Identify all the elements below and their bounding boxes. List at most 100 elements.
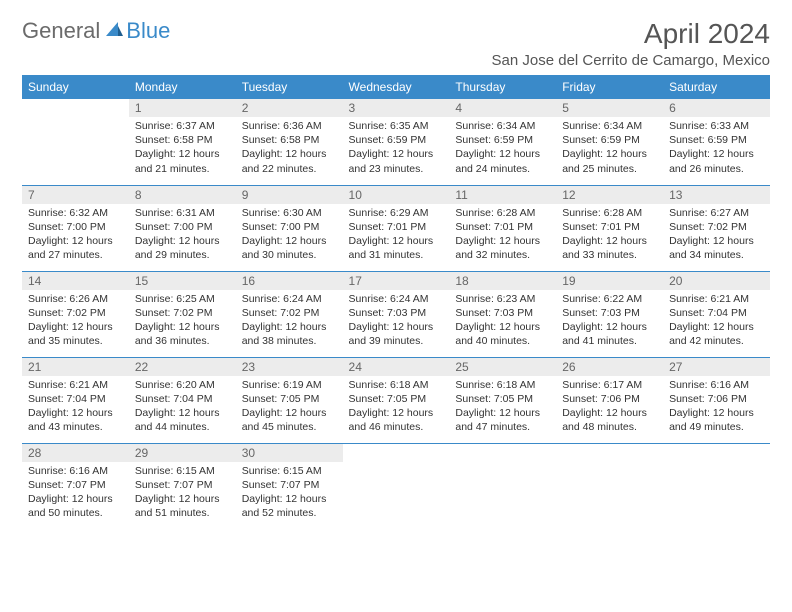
day-number: 17 [343, 272, 450, 290]
day-number: 18 [449, 272, 556, 290]
day-body: Sunrise: 6:25 AMSunset: 7:02 PMDaylight:… [129, 290, 236, 353]
calendar-cell: 12Sunrise: 6:28 AMSunset: 7:01 PMDayligh… [556, 185, 663, 271]
calendar-cell: 8Sunrise: 6:31 AMSunset: 7:00 PMDaylight… [129, 185, 236, 271]
day-body: Sunrise: 6:16 AMSunset: 7:07 PMDaylight:… [22, 462, 129, 525]
calendar-cell: 19Sunrise: 6:22 AMSunset: 7:03 PMDayligh… [556, 271, 663, 357]
day-number: 21 [22, 358, 129, 376]
title-block: April 2024 San Jose del Cerrito de Camar… [492, 18, 770, 69]
day-body: Sunrise: 6:18 AMSunset: 7:05 PMDaylight:… [343, 376, 450, 439]
calendar-cell: 29Sunrise: 6:15 AMSunset: 7:07 PMDayligh… [129, 443, 236, 529]
weekday-header-row: SundayMondayTuesdayWednesdayThursdayFrid… [22, 75, 770, 99]
calendar-cell: 7Sunrise: 6:32 AMSunset: 7:00 PMDaylight… [22, 185, 129, 271]
day-number: 26 [556, 358, 663, 376]
day-number: 1 [129, 99, 236, 117]
logo-text-blue: Blue [126, 18, 170, 44]
day-body: Sunrise: 6:23 AMSunset: 7:03 PMDaylight:… [449, 290, 556, 353]
calendar-cell: 11Sunrise: 6:28 AMSunset: 7:01 PMDayligh… [449, 185, 556, 271]
calendar-cell: 14Sunrise: 6:26 AMSunset: 7:02 PMDayligh… [22, 271, 129, 357]
calendar-cell: 16Sunrise: 6:24 AMSunset: 7:02 PMDayligh… [236, 271, 343, 357]
calendar-cell: 15Sunrise: 6:25 AMSunset: 7:02 PMDayligh… [129, 271, 236, 357]
day-number: 22 [129, 358, 236, 376]
day-body: Sunrise: 6:16 AMSunset: 7:06 PMDaylight:… [663, 376, 770, 439]
day-number: 30 [236, 444, 343, 462]
day-number: 16 [236, 272, 343, 290]
day-body: Sunrise: 6:35 AMSunset: 6:59 PMDaylight:… [343, 117, 450, 180]
day-body: Sunrise: 6:24 AMSunset: 7:03 PMDaylight:… [343, 290, 450, 353]
day-body: Sunrise: 6:37 AMSunset: 6:58 PMDaylight:… [129, 117, 236, 180]
day-number: 29 [129, 444, 236, 462]
logo: General Blue [22, 18, 170, 44]
location: San Jose del Cerrito de Camargo, Mexico [492, 52, 770, 69]
day-number: 3 [343, 99, 450, 117]
calendar-cell: . [449, 443, 556, 529]
day-body: Sunrise: 6:18 AMSunset: 7:05 PMDaylight:… [449, 376, 556, 439]
weekday-header: Saturday [663, 75, 770, 99]
day-body: Sunrise: 6:22 AMSunset: 7:03 PMDaylight:… [556, 290, 663, 353]
calendar-week-row: 7Sunrise: 6:32 AMSunset: 7:00 PMDaylight… [22, 185, 770, 271]
weekday-header: Tuesday [236, 75, 343, 99]
logo-sail-icon [104, 20, 124, 43]
calendar-cell: 21Sunrise: 6:21 AMSunset: 7:04 PMDayligh… [22, 357, 129, 443]
calendar-cell: 9Sunrise: 6:30 AMSunset: 7:00 PMDaylight… [236, 185, 343, 271]
weekday-header: Friday [556, 75, 663, 99]
calendar-cell: 22Sunrise: 6:20 AMSunset: 7:04 PMDayligh… [129, 357, 236, 443]
day-body: Sunrise: 6:34 AMSunset: 6:59 PMDaylight:… [449, 117, 556, 180]
day-body: Sunrise: 6:20 AMSunset: 7:04 PMDaylight:… [129, 376, 236, 439]
calendar-cell: 4Sunrise: 6:34 AMSunset: 6:59 PMDaylight… [449, 99, 556, 185]
calendar-cell: 23Sunrise: 6:19 AMSunset: 7:05 PMDayligh… [236, 357, 343, 443]
day-number: 8 [129, 186, 236, 204]
day-number: 20 [663, 272, 770, 290]
day-number: 7 [22, 186, 129, 204]
calendar-cell: 20Sunrise: 6:21 AMSunset: 7:04 PMDayligh… [663, 271, 770, 357]
calendar-week-row: 21Sunrise: 6:21 AMSunset: 7:04 PMDayligh… [22, 357, 770, 443]
day-body: Sunrise: 6:36 AMSunset: 6:58 PMDaylight:… [236, 117, 343, 180]
day-body: Sunrise: 6:30 AMSunset: 7:00 PMDaylight:… [236, 204, 343, 267]
day-number: 2 [236, 99, 343, 117]
calendar-cell: 18Sunrise: 6:23 AMSunset: 7:03 PMDayligh… [449, 271, 556, 357]
calendar-cell: 17Sunrise: 6:24 AMSunset: 7:03 PMDayligh… [343, 271, 450, 357]
day-body: Sunrise: 6:31 AMSunset: 7:00 PMDaylight:… [129, 204, 236, 267]
day-number: 19 [556, 272, 663, 290]
day-body: Sunrise: 6:21 AMSunset: 7:04 PMDaylight:… [663, 290, 770, 353]
day-number: 28 [22, 444, 129, 462]
day-number: 12 [556, 186, 663, 204]
calendar-cell: 10Sunrise: 6:29 AMSunset: 7:01 PMDayligh… [343, 185, 450, 271]
day-body: Sunrise: 6:21 AMSunset: 7:04 PMDaylight:… [22, 376, 129, 439]
day-body: Sunrise: 6:28 AMSunset: 7:01 PMDaylight:… [449, 204, 556, 267]
day-body: Sunrise: 6:26 AMSunset: 7:02 PMDaylight:… [22, 290, 129, 353]
calendar-cell: 13Sunrise: 6:27 AMSunset: 7:02 PMDayligh… [663, 185, 770, 271]
day-body: Sunrise: 6:17 AMSunset: 7:06 PMDaylight:… [556, 376, 663, 439]
calendar-cell: . [556, 443, 663, 529]
calendar-cell: 24Sunrise: 6:18 AMSunset: 7:05 PMDayligh… [343, 357, 450, 443]
weekday-header: Wednesday [343, 75, 450, 99]
weekday-header: Sunday [22, 75, 129, 99]
weekday-header: Thursday [449, 75, 556, 99]
day-body: Sunrise: 6:27 AMSunset: 7:02 PMDaylight:… [663, 204, 770, 267]
day-number: 24 [343, 358, 450, 376]
day-number: 5 [556, 99, 663, 117]
calendar-cell: 26Sunrise: 6:17 AMSunset: 7:06 PMDayligh… [556, 357, 663, 443]
day-number: 6 [663, 99, 770, 117]
day-number: 25 [449, 358, 556, 376]
calendar-cell: . [343, 443, 450, 529]
day-body: Sunrise: 6:29 AMSunset: 7:01 PMDaylight:… [343, 204, 450, 267]
day-body: Sunrise: 6:34 AMSunset: 6:59 PMDaylight:… [556, 117, 663, 180]
day-number: 13 [663, 186, 770, 204]
day-body: Sunrise: 6:15 AMSunset: 7:07 PMDaylight:… [236, 462, 343, 525]
day-body: Sunrise: 6:24 AMSunset: 7:02 PMDaylight:… [236, 290, 343, 353]
calendar-week-row: 28Sunrise: 6:16 AMSunset: 7:07 PMDayligh… [22, 443, 770, 529]
day-body: Sunrise: 6:15 AMSunset: 7:07 PMDaylight:… [129, 462, 236, 525]
calendar-cell: 2Sunrise: 6:36 AMSunset: 6:58 PMDaylight… [236, 99, 343, 185]
calendar-cell: . [663, 443, 770, 529]
calendar-cell: 30Sunrise: 6:15 AMSunset: 7:07 PMDayligh… [236, 443, 343, 529]
calendar-week-row: 14Sunrise: 6:26 AMSunset: 7:02 PMDayligh… [22, 271, 770, 357]
weekday-header: Monday [129, 75, 236, 99]
day-number: 14 [22, 272, 129, 290]
calendar-table: SundayMondayTuesdayWednesdayThursdayFrid… [22, 75, 770, 529]
day-number: 4 [449, 99, 556, 117]
calendar-cell: 25Sunrise: 6:18 AMSunset: 7:05 PMDayligh… [449, 357, 556, 443]
calendar-body: . 1Sunrise: 6:37 AMSunset: 6:58 PMDayligh… [22, 99, 770, 529]
calendar-cell: 1Sunrise: 6:37 AMSunset: 6:58 PMDaylight… [129, 99, 236, 185]
day-number: 27 [663, 358, 770, 376]
day-body: Sunrise: 6:19 AMSunset: 7:05 PMDaylight:… [236, 376, 343, 439]
